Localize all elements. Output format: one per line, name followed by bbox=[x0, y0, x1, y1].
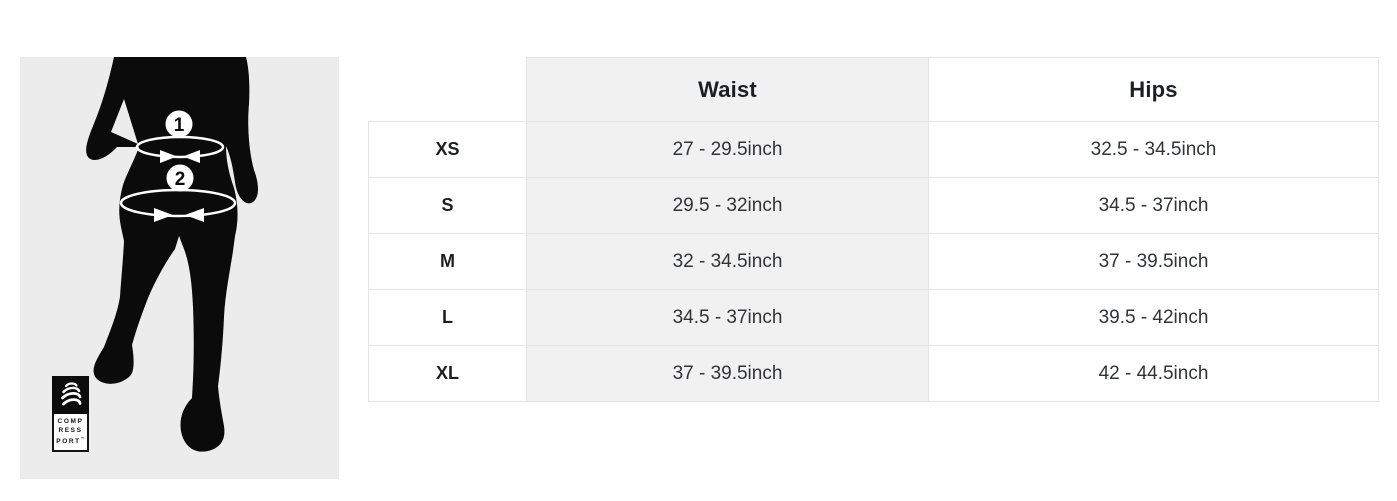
marker-1-label: 1 bbox=[174, 115, 185, 136]
table-row-s: S 29.5 - 32inch 34.5 - 37inch bbox=[368, 177, 1379, 234]
measurement-figure-panel: 1 2 COMP RESS PORT™ bbox=[20, 57, 339, 479]
table-row-xs: XS 27 - 29.5inch 32.5 - 34.5inch bbox=[368, 121, 1379, 178]
hips-value-l: 39.5 - 42inch bbox=[928, 289, 1379, 346]
hips-value-xs: 32.5 - 34.5inch bbox=[928, 121, 1379, 178]
waist-value-m: 32 - 34.5inch bbox=[526, 233, 929, 290]
runner-body-shape bbox=[86, 57, 258, 452]
marker-2-label: 2 bbox=[175, 169, 186, 190]
compressport-swirl-icon bbox=[52, 376, 89, 414]
hips-arrow-right bbox=[185, 208, 204, 222]
trademark-symbol: ™ bbox=[80, 436, 85, 441]
size-label-xl: XL bbox=[368, 345, 527, 402]
compressport-logo: COMP RESS PORT™ bbox=[52, 376, 89, 452]
waist-arrow-right bbox=[183, 150, 200, 163]
waist-value-s: 29.5 - 32inch bbox=[526, 177, 929, 234]
table-row-l: L 34.5 - 37inch 39.5 - 42inch bbox=[368, 289, 1379, 346]
marker-2-circle bbox=[166, 164, 194, 192]
size-chart-table: Waist Hips XS 27 - 29.5inch 32.5 - 34.5i… bbox=[368, 57, 1379, 402]
runner-silhouette-illustration: 1 2 bbox=[86, 57, 258, 452]
size-label-l: L bbox=[368, 289, 527, 346]
hips-column-header: Hips bbox=[928, 57, 1379, 122]
logo-line-2: RESS bbox=[58, 426, 83, 434]
hips-value-m: 37 - 39.5inch bbox=[928, 233, 1379, 290]
size-label-xs: XS bbox=[368, 121, 527, 178]
logo-line-3: PORT™ bbox=[56, 436, 85, 446]
waist-value-l: 34.5 - 37inch bbox=[526, 289, 929, 346]
compressport-wordmark: COMP RESS PORT™ bbox=[52, 414, 89, 452]
waist-column-header: Waist bbox=[526, 57, 929, 122]
logo-line-1: COMP bbox=[57, 418, 84, 425]
hips-value-s: 34.5 - 37inch bbox=[928, 177, 1379, 234]
header-row: Waist Hips bbox=[369, 57, 1379, 122]
size-label-s: S bbox=[368, 177, 527, 234]
hips-arrow-left bbox=[154, 208, 173, 222]
table-row-m: M 32 - 34.5inch 37 - 39.5inch bbox=[368, 233, 1379, 290]
size-label-m: M bbox=[368, 233, 527, 290]
marker-1-circle bbox=[165, 110, 193, 138]
waist-arrow-left bbox=[160, 150, 177, 163]
hips-value-xl: 42 - 44.5inch bbox=[928, 345, 1379, 402]
table-row-xl: XL 37 - 39.5inch 42 - 44.5inch bbox=[368, 345, 1379, 402]
corner-header-cell bbox=[369, 58, 527, 122]
waist-value-xl: 37 - 39.5inch bbox=[526, 345, 929, 402]
waist-value-xs: 27 - 29.5inch bbox=[526, 121, 929, 178]
